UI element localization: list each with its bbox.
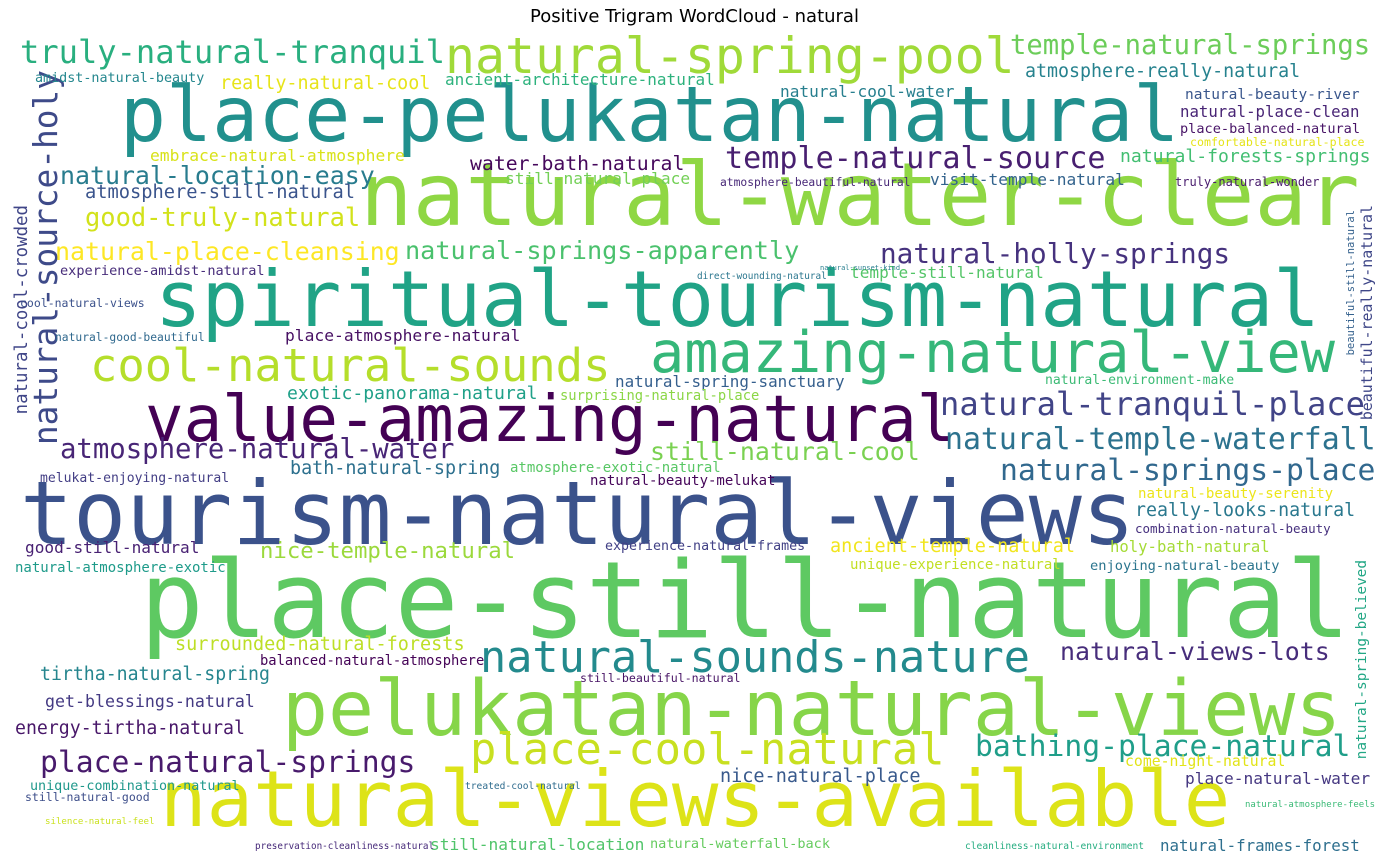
wordcloud-word: really-natural-cool (220, 73, 431, 94)
wordcloud-word: surrounded-natural-forests (175, 634, 465, 655)
wordcloud-word: natural-holly-springs (880, 237, 1231, 270)
wordcloud-word: visit-temple-natural (930, 170, 1125, 189)
wordcloud-word: ancient-architecture-natural (445, 70, 715, 89)
wordcloud-word: balanced-natural-atmosphere (260, 653, 485, 669)
wordcloud-word: place-natural-springs (40, 745, 416, 780)
wordcloud-word: natural-waterfall-back (650, 836, 831, 852)
wordcloud-word: natural-tranquil-place (940, 385, 1365, 423)
wordcloud-word: direct-wounding-natural (697, 271, 827, 282)
wordcloud-word: natural-spring-pool (445, 27, 1015, 85)
wordcloud-word: silence-natural-feel (45, 817, 155, 827)
wordcloud-word: value-amazing-natural (145, 383, 956, 457)
wordcloud-word: pelukatan-natural-views (282, 665, 1342, 754)
wordcloud-word: unique-experience-natural (850, 557, 1061, 573)
chart-title: Positive Trigram WordCloud - natural (530, 6, 859, 27)
wordcloud-word: still-natural-place (505, 169, 691, 188)
wordcloud-word: natural-place-clean (1180, 102, 1360, 121)
wordcloud-word: tirtha-natural-spring (40, 664, 270, 685)
wordcloud-word: good-truly-natural (85, 202, 361, 232)
wordcloud-word: exotic-panorama-natural (287, 383, 538, 404)
wordcloud-word: bathing-place-natural (975, 729, 1351, 764)
wordcloud-word: tourism-natural-views (20, 462, 1135, 565)
wordcloud-word: still-beautiful-natural (580, 671, 741, 685)
wordcloud-word: still-natural-cool (650, 437, 920, 466)
wordcloud-word: natural-forests-springs (1120, 146, 1371, 167)
wordcloud-word: cleanliness-natural-environment (965, 841, 1145, 852)
wordcloud-word: water-bath-natural (470, 152, 685, 175)
wordcloud-word: natural-springs-apparently (405, 236, 800, 265)
wordcloud-word: natural-frames-forest (1160, 836, 1360, 855)
wordcloud-word: atmosphere-really-natural (1025, 61, 1301, 82)
wordcloud-word: energy-tirtha-natural (15, 718, 245, 739)
wordcloud-word: experience-natural-frames (605, 539, 806, 554)
wordcloud-word: natural-water-clear (360, 144, 1360, 246)
wordcloud-word: still-natural-location (430, 835, 645, 854)
wordcloud-word: natural-spring-sanctuary (615, 372, 845, 391)
wordcloud-word: treated-cool-natural (465, 781, 581, 792)
wordcloud-word: surprising-natural-place (560, 388, 760, 404)
wordcloud-word: place-pelukatan-natural (120, 71, 1180, 160)
wordcloud-word: natural-beauty-melukat (590, 473, 776, 489)
wordcloud-word: unique-combination-natural (30, 779, 240, 794)
wordcloud-word: amidst-natural-beauty (35, 71, 205, 86)
wordcloud-word: natural-atmosphere-feels (1245, 800, 1376, 810)
wordcloud-word: natural-beauty-serenity (1138, 486, 1334, 502)
wordcloud-word: natural-location-easy (60, 161, 375, 190)
wordcloud-word: bath-natural-spring (290, 458, 501, 479)
wordcloud-word: still-natural-good (25, 790, 150, 804)
wordcloud-word: natural-views-available (160, 755, 1231, 845)
wordcloud-word: enjoying-natural-beauty (1090, 558, 1280, 574)
wordcloud-word: place-balanced-natural (1180, 121, 1361, 137)
wordcloud-word: temple-natural-springs (1010, 30, 1371, 61)
wordcloud-word: really-looks-natural (1135, 500, 1356, 521)
wordcloud-word: temple-still-natural (850, 263, 1044, 282)
wordcloud-word: come-night-natural (1125, 753, 1286, 770)
wordcloud-word: spiritual-tourism-natural (155, 255, 1320, 345)
wordcloud-word: embrace-natural-atmosphere (150, 146, 405, 165)
wordcloud-word: temple-natural-source (725, 141, 1106, 176)
wordcloud-word: natural-good-beautiful (55, 331, 205, 344)
wordcloud-word: natural-views-lots (1060, 637, 1330, 666)
wordcloud-word: place-natural-water (1185, 769, 1371, 788)
wordcloud-word: natural-cool-water (780, 82, 955, 101)
wordcloud-word: natural-springs-place (1000, 453, 1376, 488)
wordcloud-word: cool-natural-sounds (90, 339, 611, 392)
wordcloud-word: beautiful-really-natural (1358, 205, 1376, 421)
wordcloud-word: preservation-cleanliness-natural (255, 841, 435, 852)
wordcloud-word: place-still-natural (140, 539, 1351, 662)
wordcloud-word: natural-sounds-nature (480, 633, 1030, 683)
wordcloud-word: atmosphere-still-natural (85, 182, 356, 203)
wordcloud-word: natural-atmosphere-exotic (15, 560, 226, 576)
wordcloud-word: natural-beauty-river (1185, 87, 1360, 103)
wordcloud-word: truly-natural-wonder (1175, 175, 1320, 189)
wordcloud-word: atmosphere-beautiful-natural (720, 176, 911, 189)
wordcloud-word: atmosphere-exotic-natural (510, 460, 721, 476)
wordcloud-word: place-cool-natural (470, 724, 945, 775)
wordcloud-word: good-still-natural (25, 538, 200, 557)
wordcloud-word: nice-temple-natural (260, 538, 516, 564)
wordcloud-word: beautiful-still-natural (1345, 210, 1357, 356)
wordcloud-word: melukat-enjoying-natural (40, 471, 230, 486)
wordcloud-word: comfortable-natural-place (1190, 135, 1365, 149)
wordcloud-word: combination-natural-beauty (1135, 521, 1331, 536)
wordcloud-word: holy-bath-natural (1110, 538, 1270, 556)
wordcloud-word: natural-place-cleansing (55, 237, 400, 266)
wordcloud-word: cool-natural-views (20, 296, 145, 310)
wordcloud-word: amazing-natural-view (650, 320, 1336, 386)
wordcloud-word: natural-sunset-kind (820, 264, 901, 272)
wordcloud-word: place-atmosphere-natural (285, 326, 521, 345)
wordcloud-word: experience-amidst-natural (60, 263, 265, 279)
wordcloud-word: atmosphere-natural-water (60, 434, 455, 465)
wordcloud-word: nice-natural-place (720, 766, 921, 787)
wordcloud-word: ancient-temple-natural (830, 536, 1076, 557)
wordcloud-word: truly-natural-tranquil (20, 33, 445, 71)
wordcloud-word: natural-spring-believed (1354, 560, 1370, 760)
wordcloud-word: natural-temple-waterfall (945, 422, 1376, 457)
wordcloud-word: natural-environment-make (1045, 373, 1235, 388)
wordcloud-word: get-blessings-natural (45, 692, 255, 711)
